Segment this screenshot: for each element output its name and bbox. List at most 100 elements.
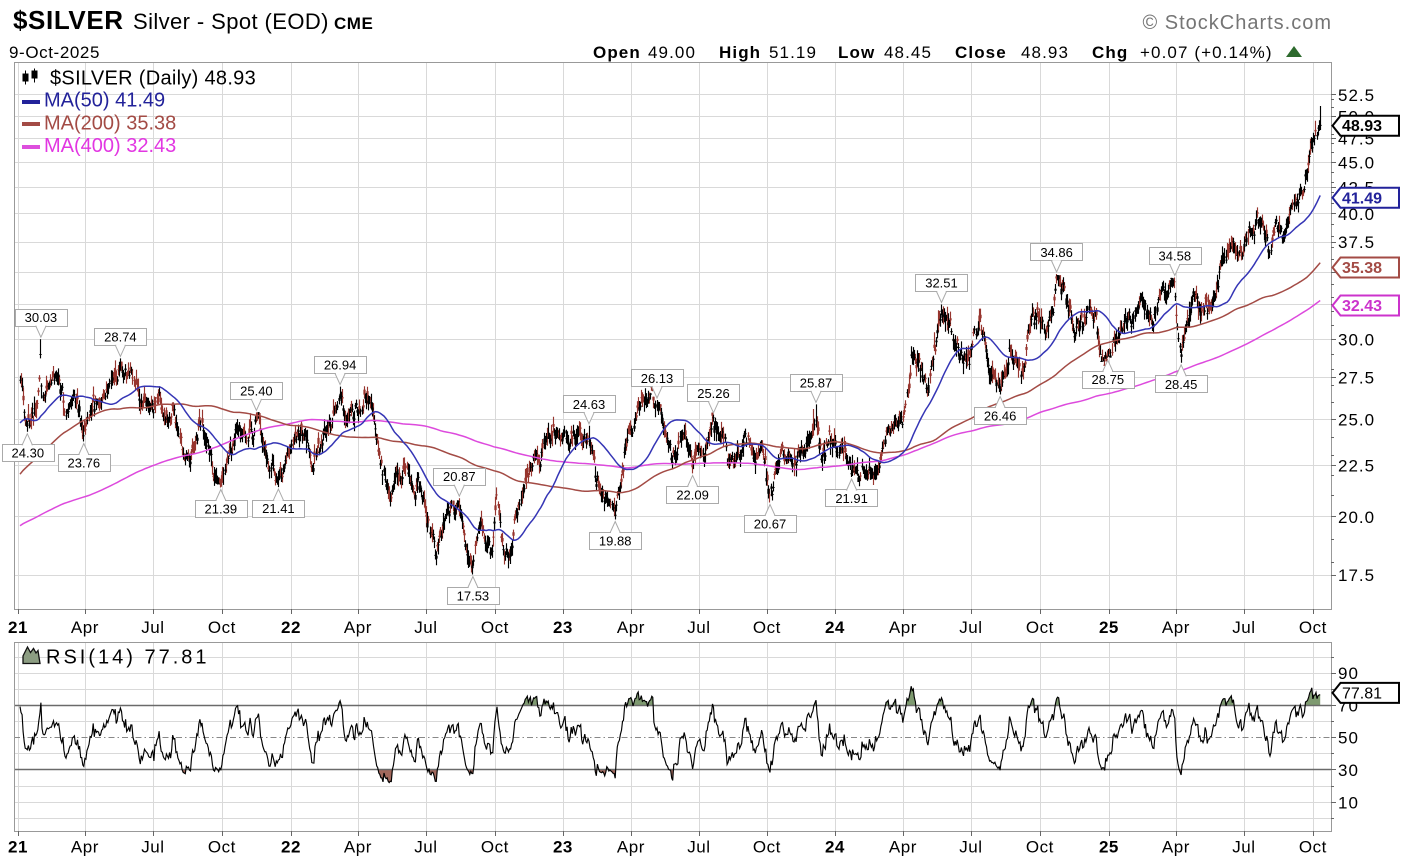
- svg-text:Jul: Jul: [141, 618, 164, 637]
- svg-text:20.0: 20.0: [1338, 508, 1375, 527]
- svg-text:$SILVER (Daily) 48.93: $SILVER (Daily) 48.93: [50, 68, 256, 90]
- svg-text:Open: Open: [593, 43, 641, 62]
- svg-text:+0.07 (+0.14%): +0.07 (+0.14%): [1140, 43, 1273, 62]
- svg-text:34.58: 34.58: [1159, 249, 1192, 264]
- svg-text:51.19: 51.19: [769, 43, 817, 62]
- svg-text:Apr: Apr: [617, 838, 645, 857]
- svg-text:49.00: 49.00: [648, 43, 696, 62]
- svg-text:24.30: 24.30: [12, 446, 45, 461]
- svg-text:Jul: Jul: [141, 838, 164, 857]
- svg-text:48.45: 48.45: [884, 43, 932, 62]
- svg-text:23: 23: [553, 838, 573, 857]
- svg-text:Oct: Oct: [753, 618, 781, 637]
- svg-text:30.03: 30.03: [25, 310, 58, 325]
- svg-text:32.43: 32.43: [1342, 298, 1382, 315]
- svg-text:77.81: 77.81: [1342, 685, 1382, 702]
- svg-text:Jul: Jul: [1232, 838, 1255, 857]
- svg-text:22: 22: [281, 838, 301, 857]
- svg-text:37.5: 37.5: [1338, 233, 1375, 252]
- svg-text:Jul: Jul: [959, 618, 982, 637]
- svg-text:Oct: Oct: [481, 618, 509, 637]
- svg-text:22.09: 22.09: [676, 487, 709, 502]
- svg-text:Close: Close: [955, 43, 1007, 62]
- svg-text:Apr: Apr: [617, 618, 645, 637]
- svg-text:Jul: Jul: [414, 618, 437, 637]
- svg-text:Oct: Oct: [1299, 838, 1327, 857]
- svg-text:27.5: 27.5: [1338, 369, 1375, 388]
- svg-text:28.74: 28.74: [104, 329, 137, 344]
- svg-text:Oct: Oct: [1026, 618, 1054, 637]
- svg-text:Low: Low: [838, 43, 875, 62]
- svg-text:24.63: 24.63: [573, 397, 606, 412]
- svg-text:Jul: Jul: [687, 618, 710, 637]
- svg-text:Silver - Spot (EOD): Silver - Spot (EOD): [133, 9, 329, 34]
- svg-text:28.45: 28.45: [1165, 377, 1198, 392]
- svg-text:9-Oct-2025: 9-Oct-2025: [9, 43, 100, 62]
- svg-text:Apr: Apr: [889, 618, 917, 637]
- svg-text:90: 90: [1338, 664, 1359, 683]
- svg-text:High: High: [719, 43, 761, 62]
- svg-text:41.49: 41.49: [1342, 190, 1382, 207]
- svg-text:34.86: 34.86: [1040, 245, 1073, 260]
- svg-text:Jul: Jul: [687, 838, 710, 857]
- svg-text:25.87: 25.87: [800, 375, 833, 390]
- svg-text:MA(200) 35.38: MA(200) 35.38: [44, 113, 176, 135]
- svg-text:28.75: 28.75: [1092, 372, 1125, 387]
- svg-text:45.0: 45.0: [1338, 153, 1375, 172]
- svg-text:30.0: 30.0: [1338, 331, 1375, 350]
- svg-text:Apr: Apr: [889, 838, 917, 857]
- svg-text:32.51: 32.51: [925, 276, 958, 291]
- svg-text:Oct: Oct: [1299, 618, 1327, 637]
- svg-text:Chg: Chg: [1092, 43, 1128, 62]
- svg-text:© StockCharts.com: © StockCharts.com: [1142, 12, 1332, 34]
- svg-text:40.0: 40.0: [1338, 205, 1375, 224]
- svg-text:25: 25: [1099, 838, 1119, 857]
- svg-text:48.93: 48.93: [1342, 118, 1382, 135]
- svg-text:25.26: 25.26: [697, 386, 730, 401]
- svg-text:Jul: Jul: [1232, 618, 1255, 637]
- svg-text:21: 21: [8, 618, 28, 637]
- svg-text:24: 24: [825, 838, 845, 857]
- svg-text:MA(400) 32.43: MA(400) 32.43: [44, 135, 176, 157]
- svg-text:25.0: 25.0: [1338, 410, 1375, 429]
- svg-text:48.93: 48.93: [1021, 43, 1069, 62]
- svg-text:Jul: Jul: [959, 838, 982, 857]
- svg-text:50: 50: [1338, 729, 1359, 748]
- svg-text:25.40: 25.40: [240, 383, 273, 398]
- svg-text:23: 23: [553, 618, 573, 637]
- svg-text:25: 25: [1099, 618, 1119, 637]
- svg-text:21.91: 21.91: [835, 491, 868, 506]
- svg-text:$SILVER: $SILVER: [13, 5, 124, 35]
- svg-text:Oct: Oct: [753, 838, 781, 857]
- svg-text:20.87: 20.87: [443, 469, 476, 484]
- svg-text:19.88: 19.88: [599, 534, 632, 549]
- svg-text:35.38: 35.38: [1342, 260, 1382, 277]
- svg-text:Jul: Jul: [414, 838, 437, 857]
- svg-text:Oct: Oct: [208, 838, 236, 857]
- svg-text:26.94: 26.94: [324, 358, 357, 373]
- svg-text:Apr: Apr: [71, 838, 99, 857]
- svg-text:17.53: 17.53: [457, 589, 490, 604]
- svg-text:21.39: 21.39: [205, 502, 238, 517]
- svg-text:Apr: Apr: [344, 838, 372, 857]
- svg-text:24: 24: [825, 618, 845, 637]
- svg-text:Oct: Oct: [208, 618, 236, 637]
- svg-text:RSI(14) 77.81: RSI(14) 77.81: [46, 647, 210, 669]
- svg-text:30: 30: [1338, 761, 1359, 780]
- svg-text:22: 22: [281, 618, 301, 637]
- svg-text:21.41: 21.41: [262, 501, 295, 516]
- svg-text:26.46: 26.46: [984, 409, 1017, 424]
- svg-text:Apr: Apr: [1162, 618, 1190, 637]
- svg-text:MA(50) 41.49: MA(50) 41.49: [44, 90, 165, 112]
- svg-text:21: 21: [8, 838, 28, 857]
- svg-text:CME: CME: [334, 14, 373, 33]
- svg-text:23.76: 23.76: [68, 456, 101, 471]
- svg-text:17.5: 17.5: [1338, 566, 1375, 585]
- svg-text:Oct: Oct: [1026, 838, 1054, 857]
- svg-text:Apr: Apr: [1162, 838, 1190, 857]
- svg-text:Apr: Apr: [344, 618, 372, 637]
- svg-text:26.13: 26.13: [641, 371, 674, 386]
- svg-text:Apr: Apr: [71, 618, 99, 637]
- svg-text:20.67: 20.67: [754, 517, 787, 532]
- svg-text:10: 10: [1338, 793, 1359, 812]
